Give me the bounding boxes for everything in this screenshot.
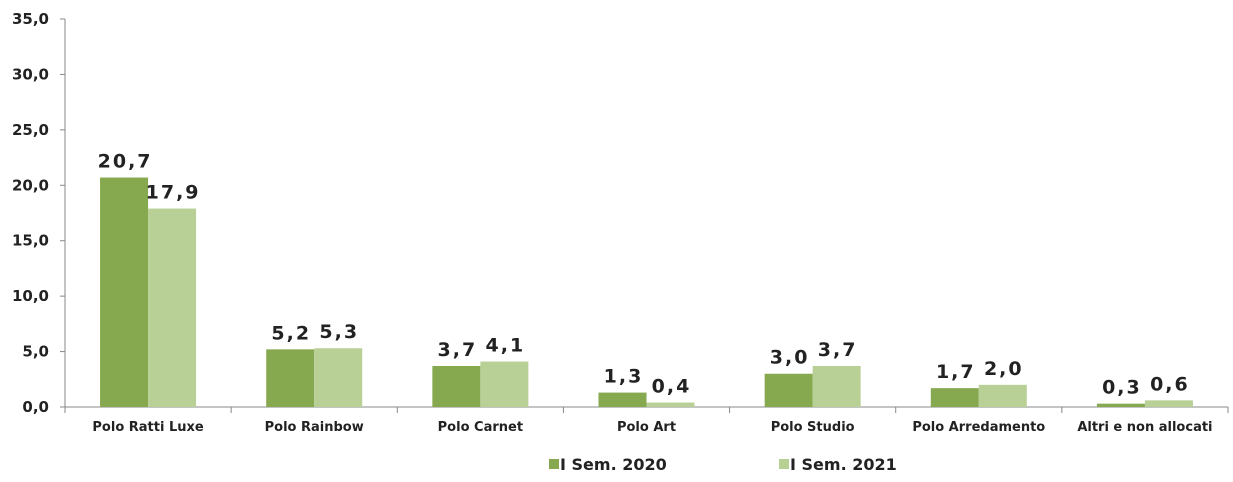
legend-swatch bbox=[549, 459, 559, 469]
y-tick-label: 0,0 bbox=[22, 398, 49, 416]
bar bbox=[598, 392, 647, 407]
x-category-label: Polo Rainbow bbox=[265, 420, 364, 435]
bar bbox=[1096, 403, 1145, 407]
bar-data-label: 3,0 bbox=[770, 347, 810, 369]
y-tick-label: 5,0 bbox=[22, 343, 49, 361]
bar bbox=[812, 365, 861, 407]
y-tick-label: 10,0 bbox=[12, 287, 49, 305]
x-category-label: Polo Arredamento bbox=[912, 420, 1045, 435]
bar-data-label: 5,3 bbox=[319, 321, 359, 343]
bar bbox=[978, 384, 1027, 407]
y-tick-label: 25,0 bbox=[12, 121, 49, 139]
bar-data-label: 0,4 bbox=[652, 376, 692, 398]
bar bbox=[930, 388, 979, 407]
bar-data-label: 0,3 bbox=[1102, 377, 1142, 399]
x-category-label: Polo Studio bbox=[771, 420, 855, 435]
bar-data-label: 5,2 bbox=[271, 322, 311, 344]
bar-data-label: 3,7 bbox=[818, 339, 858, 361]
bar-data-label: 2,0 bbox=[984, 358, 1024, 380]
bar bbox=[314, 348, 363, 407]
bar bbox=[646, 402, 695, 407]
bar bbox=[480, 361, 529, 407]
bar-data-label: 0,6 bbox=[1150, 373, 1190, 395]
x-category-label: Altri e non allocati bbox=[1077, 420, 1212, 435]
bar bbox=[148, 208, 197, 407]
bar-data-label: 1,3 bbox=[604, 366, 644, 388]
y-tick-label: 30,0 bbox=[12, 65, 49, 83]
bar-data-label: 17,9 bbox=[146, 182, 201, 204]
x-category-label: Polo Art bbox=[617, 420, 676, 435]
x-category-label: Polo Ratti Luxe bbox=[92, 420, 203, 435]
bar-data-label: 1,7 bbox=[936, 361, 976, 383]
y-tick-label: 20,0 bbox=[12, 176, 49, 194]
bar-data-label: 3,7 bbox=[438, 339, 478, 361]
legend-label: I Sem. 2020 bbox=[560, 455, 667, 474]
legend-label: I Sem. 2021 bbox=[790, 455, 897, 474]
bar bbox=[764, 373, 813, 407]
x-category-label: Polo Carnet bbox=[438, 420, 523, 435]
bar bbox=[1144, 400, 1193, 407]
bar-data-label: 4,1 bbox=[486, 335, 526, 357]
bar bbox=[432, 365, 481, 407]
y-tick-label: 35,0 bbox=[12, 10, 49, 28]
bar bbox=[100, 177, 149, 407]
legend-swatch bbox=[779, 459, 789, 469]
bar-data-label: 20,7 bbox=[98, 151, 153, 173]
y-tick-label: 15,0 bbox=[12, 232, 49, 250]
bar bbox=[266, 349, 315, 407]
